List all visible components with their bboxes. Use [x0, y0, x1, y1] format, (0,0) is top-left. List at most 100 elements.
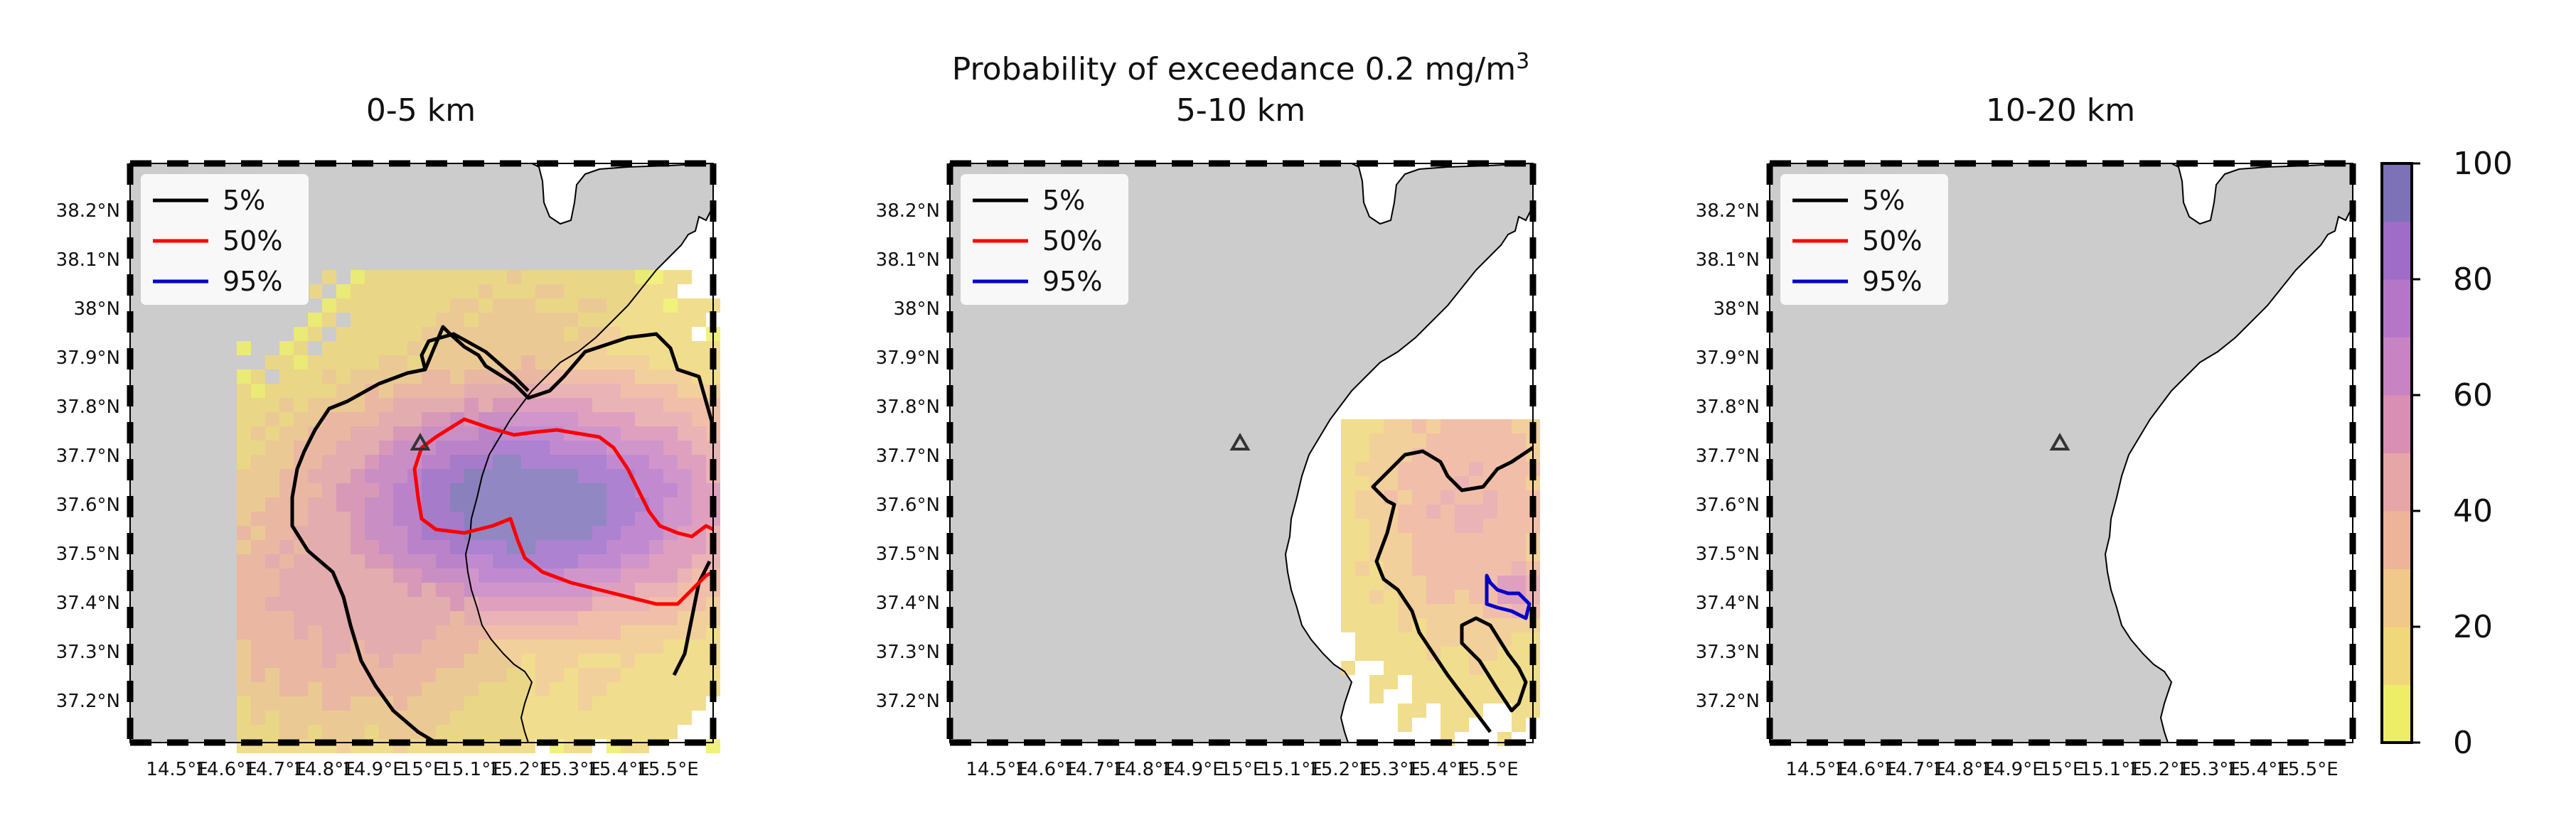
probability-cell: [1341, 476, 1355, 490]
probability-cell: [351, 298, 365, 313]
probability-cell: [379, 313, 393, 327]
probability-cell: [663, 455, 678, 469]
latitude-tick-label: 37.2°N: [1696, 691, 1760, 712]
probability-cell: [479, 284, 493, 298]
probability-cell: [550, 554, 564, 568]
probability-cell: [322, 426, 336, 441]
probability-cell: [507, 469, 521, 483]
probability-cell: [649, 668, 663, 682]
probability-cell: [507, 455, 521, 469]
probability-cell: [564, 412, 578, 426]
probability-cell: [678, 554, 692, 568]
probability-cell: [621, 398, 635, 412]
probability-cell: [521, 298, 535, 313]
probability-cell: [379, 384, 393, 398]
probability-cell: [1497, 661, 1512, 675]
probability-cell: [1497, 533, 1512, 547]
probability-cell: [351, 611, 365, 625]
probability-cell: [308, 625, 322, 640]
probability-cell: [279, 341, 294, 355]
probability-cell: [1355, 490, 1369, 505]
probability-cell: [1455, 505, 1469, 519]
probability-cell: [279, 682, 294, 696]
probability-cell: [649, 583, 663, 597]
probability-cell: [251, 711, 265, 725]
probability-cell: [251, 583, 265, 597]
probability-cell: [251, 526, 265, 540]
colorbar-segment: [2382, 685, 2412, 743]
probability-cell: [564, 327, 578, 341]
probability-cell: [294, 384, 308, 398]
probability-cell: [393, 654, 407, 668]
probability-cell: [678, 711, 692, 725]
probability-cell: [493, 398, 507, 412]
probability-cell: [1497, 419, 1512, 433]
probability-cell: [635, 611, 649, 625]
probability-cell: [407, 554, 422, 568]
probability-cell: [450, 696, 464, 711]
probability-cell: [436, 597, 450, 611]
probability-cell: [507, 654, 521, 668]
probability-cell: [479, 597, 493, 611]
probability-cell: [1483, 505, 1497, 519]
probability-cell: [1384, 632, 1398, 647]
probability-cell: [621, 412, 635, 426]
probability-cell: [422, 711, 436, 725]
probability-cell: [436, 298, 450, 313]
probability-cell: [464, 625, 479, 640]
probability-cell: [407, 327, 422, 341]
latitude-tick-label: 37.3°N: [56, 642, 120, 663]
probability-cell: [564, 711, 578, 725]
probability-cell: [379, 654, 393, 668]
probability-cell: [635, 526, 649, 540]
probability-cell: [450, 668, 464, 682]
probability-cell: [279, 412, 294, 426]
probability-cell: [279, 568, 294, 583]
probability-cell: [678, 469, 692, 483]
probability-cell: [692, 455, 706, 469]
probability-cell: [279, 554, 294, 568]
probability-cell: [1369, 433, 1384, 448]
probability-cell: [279, 540, 294, 554]
probability-cell: [265, 739, 279, 753]
probability-cell: [251, 654, 265, 668]
probability-cell: [592, 568, 606, 583]
probability-cell: [1412, 448, 1426, 462]
probability-cell: [535, 625, 550, 640]
probability-cell: [379, 483, 393, 497]
probability-cell: [535, 483, 550, 497]
probability-cell: [564, 313, 578, 327]
probability-cell: [308, 696, 322, 711]
probability-cell: [493, 412, 507, 426]
probability-cell: [1355, 547, 1369, 561]
probability-cell: [1341, 561, 1355, 576]
probability-cell: [379, 455, 393, 469]
probability-cell: [692, 469, 706, 483]
probability-cell: [592, 597, 606, 611]
probability-cell: [507, 696, 521, 711]
probability-cell: [351, 725, 365, 739]
probability-cell: [1512, 561, 1526, 576]
probability-cell: [1369, 590, 1384, 604]
probability-cell: [606, 711, 621, 725]
probability-cell: [1497, 433, 1512, 448]
probability-cell: [606, 412, 621, 426]
probability-cell: [1412, 661, 1426, 675]
probability-cell: [1441, 576, 1455, 590]
probability-cell: [450, 284, 464, 298]
probability-cell: [308, 654, 322, 668]
probability-cell: [351, 568, 365, 583]
probability-cell: [663, 682, 678, 696]
probability-cell: [1412, 476, 1426, 490]
probability-cell: [464, 611, 479, 625]
probability-cell: [393, 512, 407, 526]
probability-cell: [365, 298, 379, 313]
probability-cell: [592, 398, 606, 412]
probability-cell: [450, 654, 464, 668]
probability-cell: [578, 441, 592, 455]
probability-cell: [578, 611, 592, 625]
colorbar-segment: [2382, 395, 2412, 453]
probability-cell: [535, 497, 550, 512]
probability-cell: [663, 398, 678, 412]
probability-cell: [621, 540, 635, 554]
